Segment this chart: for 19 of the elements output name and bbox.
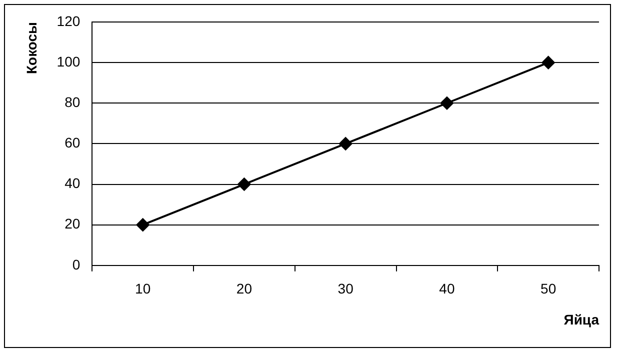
y-tick-label: 0	[72, 256, 80, 272]
y-tick-label: 40	[64, 175, 80, 192]
point	[136, 218, 150, 232]
point	[542, 56, 555, 70]
point	[238, 178, 251, 191]
x-tick-label: 50	[540, 280, 556, 297]
y-tick-label: 80	[64, 94, 80, 110]
x-tick-label: 20	[236, 280, 252, 297]
point	[440, 96, 454, 110]
point	[339, 137, 352, 150]
y-tick-label: 120	[56, 12, 80, 29]
x-axis-title: Яйца	[564, 311, 600, 328]
x-tick-label: 10	[135, 280, 151, 297]
y-axis-title: Кокосы	[23, 22, 40, 74]
y-tick-label: 100	[56, 53, 80, 70]
x-tick-label: 40	[439, 280, 455, 297]
x-tick-label: 30	[338, 280, 354, 297]
y-tick-label: 60	[64, 134, 80, 151]
y-tick-label: 20	[64, 216, 80, 232]
